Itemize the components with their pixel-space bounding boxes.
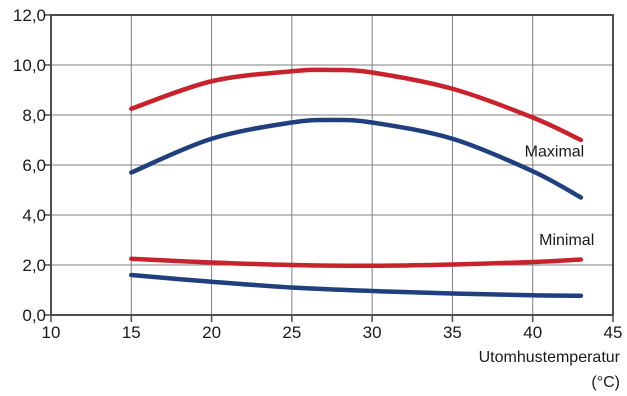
x-tick-label-45: 45 bbox=[604, 323, 623, 342]
annotation-maximal: Maximal bbox=[525, 143, 585, 160]
x-tick-label-40: 40 bbox=[523, 323, 542, 342]
y-axis-ticks: 0,0 2,0 4,0 6,0 8,0 10,0 12,0 bbox=[13, 6, 51, 325]
x-axis-title-line-1: Utomhustemperatur bbox=[479, 349, 621, 366]
annotation-minimal: Minimal bbox=[539, 232, 594, 249]
maximal-red-line bbox=[129, 67, 584, 143]
x-tick-label-10: 10 bbox=[42, 323, 61, 342]
x-axis-title: Utomhustemperatur (°C) bbox=[479, 349, 621, 391]
annotations: Maximal Minimal bbox=[525, 143, 595, 249]
maximal-blue-line bbox=[129, 117, 584, 200]
y-tick-label-10: 10,0 bbox=[13, 56, 46, 75]
x-tick-label-20: 20 bbox=[202, 323, 221, 342]
y-tick-label-12: 12,0 bbox=[13, 6, 46, 25]
x-tick-label-15: 15 bbox=[122, 323, 141, 342]
x-tick-label-30: 30 bbox=[363, 323, 382, 342]
y-tick-label-0: 0,0 bbox=[22, 306, 46, 325]
x-tick-label-35: 35 bbox=[443, 323, 462, 342]
y-tick-label-8: 8,0 bbox=[22, 106, 46, 125]
grid bbox=[51, 15, 613, 315]
minimal-red-line bbox=[129, 256, 584, 269]
series-layer bbox=[129, 67, 584, 298]
x-tick-label-25: 25 bbox=[282, 323, 301, 342]
minimal-blue-line bbox=[129, 272, 584, 298]
x-axis-title-line-2: (°C) bbox=[591, 374, 620, 391]
y-tick-label-6: 6,0 bbox=[22, 156, 46, 175]
y-tick-label-4: 4,0 bbox=[22, 206, 46, 225]
y-tick-label-2: 2,0 bbox=[22, 256, 46, 275]
x-axis-ticks: 10 15 20 25 30 35 40 45 bbox=[42, 315, 623, 342]
